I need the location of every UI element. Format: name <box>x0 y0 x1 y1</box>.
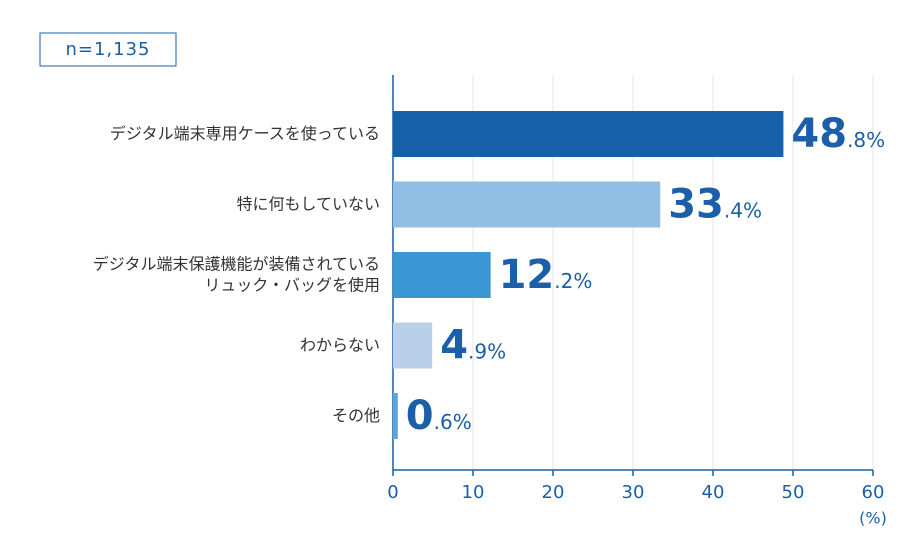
x-tick-label: 40 <box>702 482 725 503</box>
value-label: 4.9% <box>440 323 506 369</box>
x-tick-label: 50 <box>782 482 805 503</box>
annotation-box <box>39 32 177 67</box>
value-label: 48.8% <box>791 111 885 157</box>
y-tick-label: その他 <box>332 406 380 425</box>
annotation: n=1,135 <box>65 39 150 60</box>
y-tick-label: わからない <box>300 335 380 354</box>
y-tick-label: 特に何もしていない <box>236 194 380 213</box>
bar <box>393 322 433 369</box>
bar <box>393 252 491 298</box>
x-tick-label: 0 <box>387 482 398 503</box>
bar <box>393 111 784 157</box>
x-tick-label: 10 <box>462 482 485 503</box>
x-tick-label: 20 <box>542 482 565 503</box>
value-label: 33.4% <box>668 182 762 228</box>
y-tick-label: デジタル端末保護機能が装備されているリュック・バッグを使用 <box>93 254 380 294</box>
x-tick-label: 60 <box>862 482 885 503</box>
x-tick-label: 30 <box>622 482 645 503</box>
bar <box>393 393 398 439</box>
y-tick-label: デジタル端末専用ケースを使っている <box>110 124 380 143</box>
value-label: 12.2% <box>499 252 593 298</box>
x-axis-label: (%) <box>859 509 887 528</box>
value-label: 0.6% <box>406 393 472 439</box>
bar <box>393 181 661 228</box>
